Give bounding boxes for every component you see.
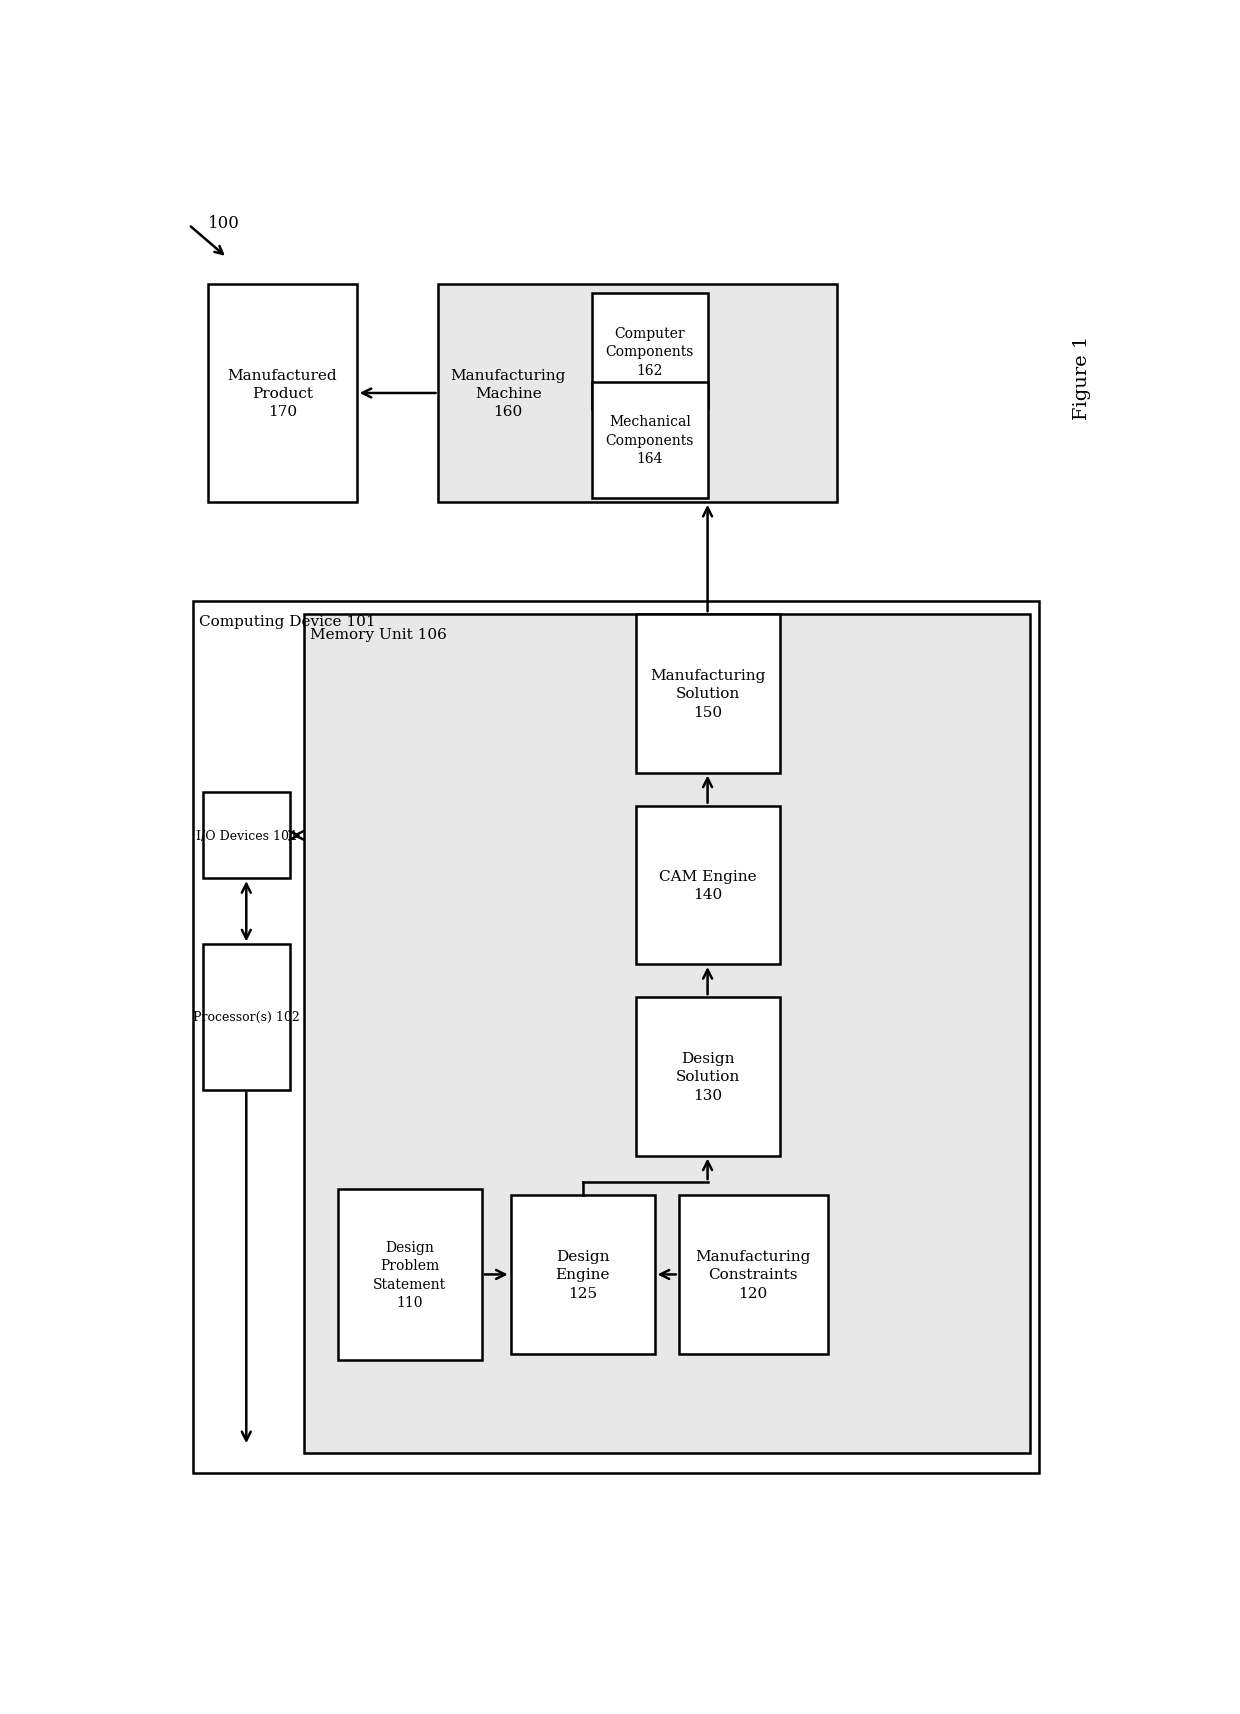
Bar [193,602,1039,1472]
Text: Computing Device 101: Computing Device 101 [200,615,376,629]
Bar [203,944,290,1090]
Text: Mechanical
Components
164: Mechanical Components 164 [605,415,694,466]
Text: Manufacturing
Solution
150: Manufacturing Solution 150 [650,668,765,720]
Bar [203,794,290,879]
Bar [439,285,837,502]
Bar [511,1196,655,1354]
Bar [593,382,708,499]
Text: Manufactured
Product
170: Manufactured Product 170 [227,369,337,420]
Text: Design
Solution
130: Design Solution 130 [676,1051,740,1102]
Text: CAM Engine
140: CAM Engine 140 [658,869,756,902]
Text: Computer
Components
162: Computer Components 162 [605,327,694,377]
Bar [678,1196,828,1354]
Bar [337,1190,481,1361]
Text: Figure 1: Figure 1 [1074,336,1091,420]
Bar [635,998,780,1155]
Text: Memory Unit 106: Memory Unit 106 [310,627,446,643]
Bar [593,295,708,410]
Text: Manufacturing
Constraints
120: Manufacturing Constraints 120 [696,1250,811,1301]
Text: 100: 100 [208,214,239,231]
Text: Processor(s) 102: Processor(s) 102 [193,1011,300,1023]
Bar [208,285,357,502]
Bar [635,615,780,773]
Text: Design
Problem
Statement
110: Design Problem Statement 110 [373,1241,446,1309]
Text: Design
Engine
125: Design Engine 125 [556,1250,610,1301]
Text: I/O Devices 104: I/O Devices 104 [196,830,296,842]
Bar [635,806,780,965]
Text: Manufacturing
Machine
160: Manufacturing Machine 160 [450,369,565,420]
Bar [304,615,1029,1453]
